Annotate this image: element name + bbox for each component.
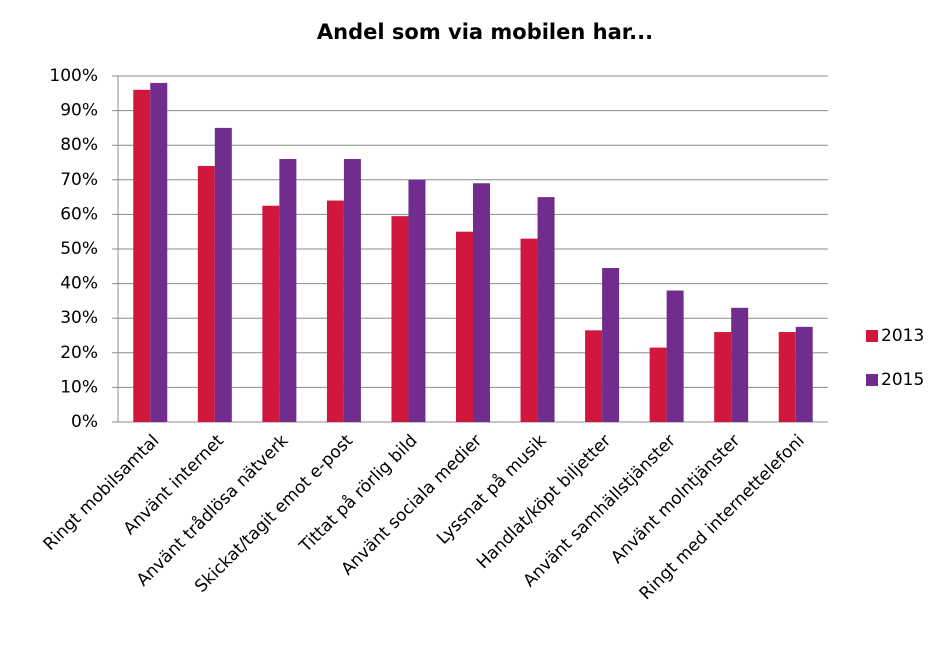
bar [456, 231, 473, 422]
bar [649, 347, 667, 422]
bar [262, 205, 280, 422]
bar [150, 82, 168, 423]
bar [473, 183, 490, 422]
bar [795, 326, 813, 422]
bar [279, 159, 297, 423]
x-tick-label: Använt molntjänster [607, 431, 744, 568]
y-tick-label: 0% [71, 412, 98, 432]
bar [133, 89, 151, 422]
bar [520, 238, 538, 422]
legend-swatch [866, 374, 878, 386]
bar [326, 200, 344, 422]
bar [585, 330, 603, 422]
y-tick-label: 20% [60, 343, 98, 363]
y-tick-label: 60% [60, 204, 98, 224]
bar [602, 268, 620, 422]
y-tick-label: 50% [60, 239, 98, 259]
bar [197, 165, 215, 422]
bar [343, 159, 361, 423]
x-tick-label: Lyssnat på musik [432, 430, 550, 548]
chart-title: Andel som via mobilen har... [317, 20, 653, 44]
y-tick-label: 70% [60, 170, 98, 190]
bar [778, 332, 796, 422]
bar [214, 127, 232, 423]
y-tick-label: 10% [60, 377, 98, 397]
bar [731, 307, 749, 422]
bar [666, 290, 684, 422]
y-tick-label: 80% [60, 135, 98, 155]
bar [537, 197, 555, 422]
x-tick-label: Ringt mobilsamtal [40, 431, 164, 555]
y-tick-label: 40% [60, 274, 98, 294]
bar [391, 216, 409, 422]
legend-label: 2013 [881, 326, 924, 346]
bar [408, 179, 426, 422]
bar [714, 332, 732, 422]
legend-label: 2015 [881, 370, 924, 390]
legend-swatch [866, 330, 878, 342]
x-tick-label: Tittat på rörlig bild [294, 430, 421, 557]
y-tick-label: 100% [49, 66, 98, 86]
y-tick-label: 30% [60, 308, 98, 328]
y-tick-label: 90% [60, 101, 98, 121]
